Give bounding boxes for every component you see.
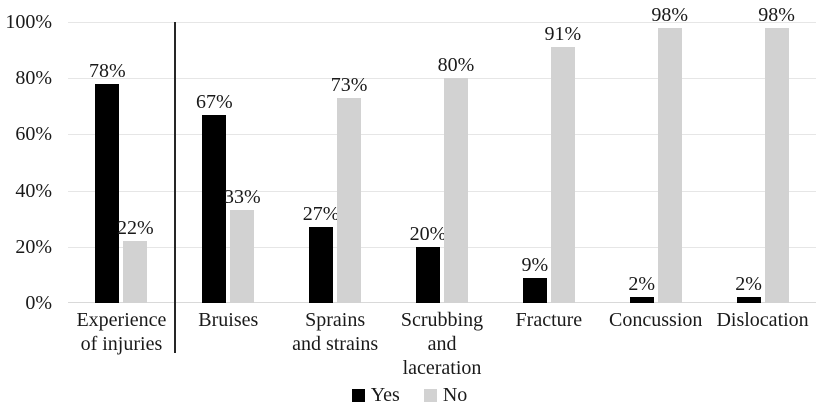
bar-value-label: 91% — [544, 23, 582, 46]
category-separator-line — [173, 22, 176, 353]
bar-value-label: 20% — [409, 222, 447, 245]
bar-value-label: 2% — [628, 273, 656, 296]
bar-yes-3 — [416, 246, 440, 303]
category-label: Sprains and strains — [292, 309, 379, 355]
bar-no-3 — [444, 78, 468, 303]
bar-value-label: 27% — [302, 203, 340, 226]
bar-yes-1 — [202, 114, 227, 303]
category-label: Dislocation — [716, 309, 809, 331]
gridline — [68, 247, 816, 248]
bar-no-2 — [337, 97, 362, 303]
legend-swatch-no — [423, 388, 437, 402]
category-label: Fracture — [515, 309, 583, 331]
bar-value-label: 98% — [758, 3, 795, 26]
bar-yes-4 — [522, 277, 547, 303]
bar-no-1 — [230, 210, 255, 303]
category-label: Experience of injuries — [76, 309, 167, 355]
bar-value-label: 73% — [330, 73, 368, 96]
y-axis-tick-label: 40% — [15, 180, 52, 202]
legend-label-yes: Yes — [370, 384, 400, 406]
bar-value-label: 22% — [117, 217, 154, 240]
gridline — [68, 134, 816, 135]
bar-value-label: 33% — [223, 186, 261, 209]
category-label: Bruises — [198, 309, 259, 331]
y-axis-tick-label: 60% — [15, 123, 52, 145]
legend-swatch-yes — [351, 388, 365, 402]
category-label: Scrubbing and laceration — [400, 309, 484, 379]
gridline — [68, 78, 816, 79]
plot-area: 78% 67% 27% 20% 9% 2% 2% 22% 33% 73% 80% 91% 98% 98% — [68, 4, 816, 353]
bar-no-0 — [123, 241, 148, 303]
y-axis-tick-label: 100% — [5, 11, 52, 33]
bar-yes-2 — [309, 227, 334, 303]
bar-value-label: 2% — [735, 273, 762, 296]
y-axis-tick-label: 0% — [25, 292, 52, 314]
x-axis-line — [68, 302, 816, 303]
bar-value-label: 67% — [195, 90, 233, 113]
bar-value-label: 78% — [89, 59, 126, 82]
x-axis-category-labels: Experience of injuries Bruises Sprains and… — [68, 308, 816, 380]
gridline — [68, 191, 816, 192]
legend-item-yes: Yes — [351, 384, 400, 406]
legend-item-no: No — [423, 384, 468, 406]
bar-yes-0 — [95, 83, 120, 303]
bar-no-6 — [764, 27, 789, 303]
bar-value-label: 80% — [437, 54, 475, 77]
bar-value-label: 98% — [651, 3, 689, 26]
legend: Yes No — [0, 384, 819, 406]
bar-value-label: 9% — [521, 253, 549, 276]
y-axis-tick-label: 80% — [15, 67, 52, 89]
bar-yes-5 — [629, 297, 654, 303]
category-label: Concussion — [609, 309, 703, 331]
gridline — [68, 22, 816, 23]
bar-yes-6 — [736, 297, 761, 303]
y-axis-tick-label: 20% — [15, 236, 52, 258]
legend-label-no: No — [442, 384, 468, 406]
bar-no-4 — [550, 47, 575, 303]
bar-no-5 — [657, 27, 682, 303]
